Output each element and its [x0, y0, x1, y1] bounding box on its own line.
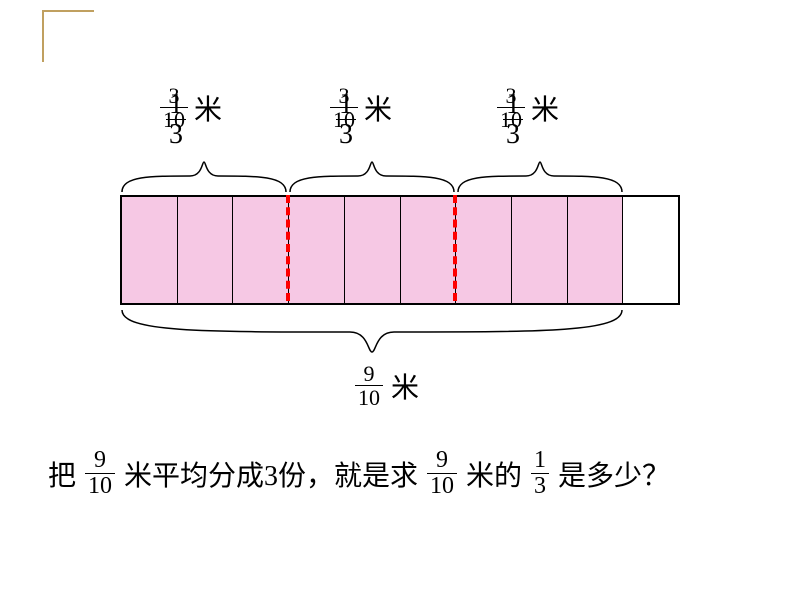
den: 3: [531, 474, 549, 499]
top-frac-2-overlay: 1 3: [336, 90, 356, 150]
num: 1: [503, 90, 523, 120]
bar-cell: [512, 197, 568, 303]
top-brace-2: [288, 160, 456, 194]
sentence-frac-2: 9 10: [427, 448, 457, 499]
top-frac-1-overlay: 1 3: [166, 90, 186, 150]
unit: 米: [194, 88, 222, 128]
sentence-frac-3: 1 3: [531, 448, 549, 499]
unit: 米: [531, 88, 559, 128]
num: 1: [531, 448, 549, 474]
bar-cell: [178, 197, 234, 303]
den: 3: [336, 120, 356, 149]
text: 把: [48, 454, 76, 494]
question-sentence: 把 9 10 米平均分成3份，就是求 9 10 米的 1 3 是多少？: [48, 448, 670, 499]
bar-cell: [456, 197, 512, 303]
unit: 米: [391, 366, 419, 406]
divider-dash-2: [453, 195, 457, 301]
bar-cell: [289, 197, 345, 303]
top-label-2: 3 10 1 3 米: [330, 84, 392, 131]
top-label-1: 3 10 1 3 米: [160, 84, 222, 131]
bottom-frac: 9 10: [355, 362, 383, 409]
corner-decoration: [42, 10, 94, 62]
num: 9: [427, 448, 457, 474]
den: 3: [166, 120, 186, 149]
bar-cell: [568, 197, 624, 303]
text: 米的: [466, 454, 522, 494]
bottom-brace: [120, 308, 624, 356]
divider-dash-1: [286, 195, 290, 301]
top-label-3: 3 10 1 3 米: [497, 84, 559, 131]
text: 是多少？: [558, 454, 670, 494]
num: 9: [355, 362, 383, 386]
unit: 米: [364, 88, 392, 128]
fraction-bar: [120, 195, 680, 305]
den: 10: [427, 474, 457, 499]
bottom-label: 9 10 米: [355, 362, 419, 409]
den: 10: [85, 474, 115, 499]
bar-cell-empty: [623, 197, 678, 303]
den: 3: [503, 120, 523, 149]
text: 米平均分成3份，就是求: [124, 454, 418, 494]
den: 10: [355, 386, 383, 409]
bar-cell: [401, 197, 457, 303]
num: 1: [336, 90, 356, 120]
num: 1: [166, 90, 186, 120]
top-frac-3-overlay: 1 3: [503, 90, 523, 150]
bar-cell: [233, 197, 289, 303]
bar-container: [120, 195, 680, 305]
sentence-frac-1: 9 10: [85, 448, 115, 499]
bar-cell: [345, 197, 401, 303]
num: 9: [85, 448, 115, 474]
top-brace-3: [456, 160, 624, 194]
top-brace-1: [120, 160, 288, 194]
bar-cell: [122, 197, 178, 303]
